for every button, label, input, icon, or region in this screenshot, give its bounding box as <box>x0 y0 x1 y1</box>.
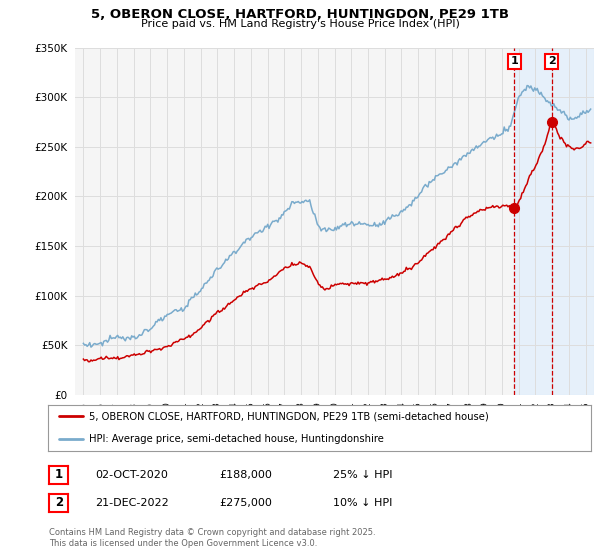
Text: 1: 1 <box>55 468 63 482</box>
Text: £188,000: £188,000 <box>219 470 272 480</box>
Text: 21-DEC-2022: 21-DEC-2022 <box>95 498 169 508</box>
Text: 2: 2 <box>55 496 63 510</box>
Text: 5, OBERON CLOSE, HARTFORD, HUNTINGDON, PE29 1TB (semi-detached house): 5, OBERON CLOSE, HARTFORD, HUNTINGDON, P… <box>89 412 488 421</box>
Text: HPI: Average price, semi-detached house, Huntingdonshire: HPI: Average price, semi-detached house,… <box>89 435 383 444</box>
Text: £275,000: £275,000 <box>219 498 272 508</box>
Text: 2: 2 <box>548 57 556 67</box>
Text: 02-OCT-2020: 02-OCT-2020 <box>95 470 167 480</box>
Text: 1: 1 <box>511 57 518 67</box>
Text: Contains HM Land Registry data © Crown copyright and database right 2025.
This d: Contains HM Land Registry data © Crown c… <box>49 528 376 548</box>
Bar <box>514 48 594 395</box>
Text: 10% ↓ HPI: 10% ↓ HPI <box>333 498 392 508</box>
Text: 5, OBERON CLOSE, HARTFORD, HUNTINGDON, PE29 1TB: 5, OBERON CLOSE, HARTFORD, HUNTINGDON, P… <box>91 8 509 21</box>
Text: Price paid vs. HM Land Registry's House Price Index (HPI): Price paid vs. HM Land Registry's House … <box>140 19 460 29</box>
Text: 25% ↓ HPI: 25% ↓ HPI <box>333 470 392 480</box>
